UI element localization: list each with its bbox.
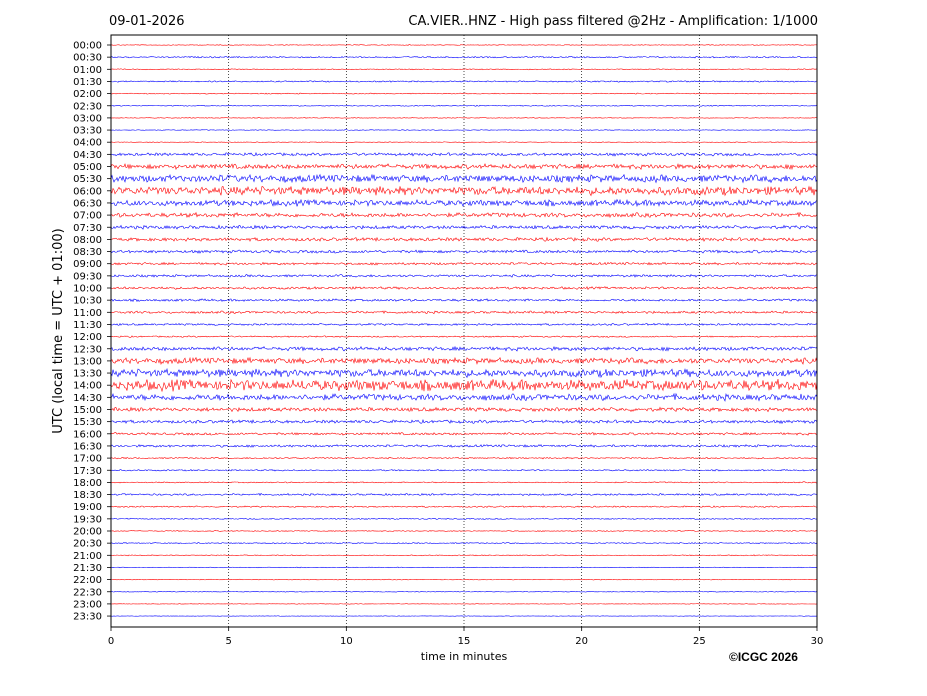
trace-2230 [110, 591, 818, 593]
y-tick-label: 11:30 [73, 320, 102, 331]
y-tick-label: 14:30 [73, 393, 102, 404]
y-tick-label: 10:00 [73, 284, 102, 295]
x-tick-label: 5 [225, 636, 231, 647]
y-tick-label: 15:30 [73, 417, 102, 428]
y-tick-label: 22:30 [73, 587, 102, 598]
y-tick-label: 19:00 [73, 502, 102, 513]
y-tick-label: 20:00 [73, 527, 102, 538]
trace-1130 [110, 322, 818, 326]
y-tick-label: 06:30 [73, 198, 102, 209]
y-tick-label: 12:30 [73, 344, 102, 355]
y-tick-label: 23:30 [73, 612, 102, 623]
y-tick-label: 09:00 [73, 259, 102, 270]
x-tick-label: 10 [340, 636, 353, 647]
y-tick-label: 22:00 [73, 575, 102, 586]
y-tick-label: 13:30 [73, 369, 102, 380]
y-tick-label: 18:00 [73, 478, 102, 489]
y-tick-label: 01:30 [73, 77, 102, 88]
trace-0200 [110, 92, 818, 95]
trace-2130 [110, 566, 818, 569]
x-tick-label: 20 [575, 636, 588, 647]
x-tick-label: 0 [108, 636, 114, 647]
trace-0830 [110, 249, 818, 254]
y-tick-label: 03:00 [73, 113, 102, 124]
y-tick-label: 23:00 [73, 599, 102, 610]
trace-0300 [110, 117, 818, 119]
trace-1430 [110, 392, 818, 402]
y-tick-label: 18:30 [73, 490, 102, 501]
y-tick-label: 00:00 [73, 41, 102, 52]
x-axis-label: time in minutes [421, 650, 508, 663]
y-tick-label: 20:30 [73, 539, 102, 550]
y-tick-label: 07:00 [73, 211, 102, 222]
trace-2200 [110, 578, 818, 581]
y-tick-label: 12:00 [73, 332, 102, 343]
trace-0500 [110, 163, 818, 171]
y-tick-label: 17:30 [73, 466, 102, 477]
y-tick-label: 16:30 [73, 441, 102, 452]
copyright-label: ©ICGC 2026 [729, 650, 798, 664]
trace-1330 [110, 367, 818, 379]
y-tick-label: 08:00 [73, 235, 102, 246]
y-tick-label: 14:00 [73, 381, 102, 392]
trace-1530 [110, 419, 818, 425]
y-tick-label: 19:30 [73, 514, 102, 525]
y-tick-label: 02:00 [73, 89, 102, 100]
y-tick-label: 17:00 [73, 454, 102, 465]
y-tick-label: 02:30 [73, 101, 102, 112]
y-tick-label: 06:00 [73, 186, 102, 197]
trace-0400 [110, 141, 818, 143]
y-tick-label: 21:00 [73, 551, 102, 562]
y-tick-label: 05:30 [73, 174, 102, 185]
date-label: 09-01-2026 [109, 14, 185, 29]
x-tick-label: 30 [811, 636, 824, 647]
y-tick-label: 05:00 [73, 162, 102, 173]
y-tick-label: 08:30 [73, 247, 102, 258]
y-tick-label: 04:00 [73, 138, 102, 149]
trace-2100 [110, 554, 818, 557]
trace-1500 [110, 406, 818, 413]
x-tick-label: 25 [693, 636, 706, 647]
trace-0230 [110, 104, 818, 107]
chart-title: CA.VIER..HNZ - High pass filtered @2Hz -… [408, 14, 818, 29]
y-tick-label: 13:00 [73, 356, 102, 367]
trace-0530 [110, 173, 818, 184]
trace-1030 [110, 298, 818, 303]
y-tick-label: 11:00 [73, 308, 102, 319]
y-axis-label: UTC (local time = UTC + 01:00) [51, 228, 66, 433]
y-tick-label: 04:30 [73, 150, 102, 161]
x-axis-ticks: 0 5 10 15 20 25 30 [108, 627, 824, 647]
y-tick-label: 10:30 [73, 296, 102, 307]
x-tick-label: 15 [458, 636, 471, 647]
y-tick-label: 03:30 [73, 126, 102, 137]
y-tick-label: 15:00 [73, 405, 102, 416]
trace-1200 [110, 335, 818, 338]
trace-0330 [110, 129, 818, 131]
trace-2330 [110, 615, 818, 617]
trace-0700 [110, 211, 818, 219]
plot-frame [110, 34, 818, 628]
y-tick-label: 21:30 [73, 563, 102, 574]
y-tick-label: 07:30 [73, 223, 102, 234]
y-tick-label: 00:30 [73, 53, 102, 64]
trace-0130 [110, 80, 818, 83]
trace-2300 [110, 603, 818, 605]
y-tick-label: 16:00 [73, 429, 102, 440]
y-tick-label: 01:00 [73, 65, 102, 76]
vertical-gridlines [228, 35, 700, 627]
trace-1300 [110, 356, 818, 365]
trace-0100 [110, 68, 818, 71]
y-tick-label: 09:30 [73, 271, 102, 282]
